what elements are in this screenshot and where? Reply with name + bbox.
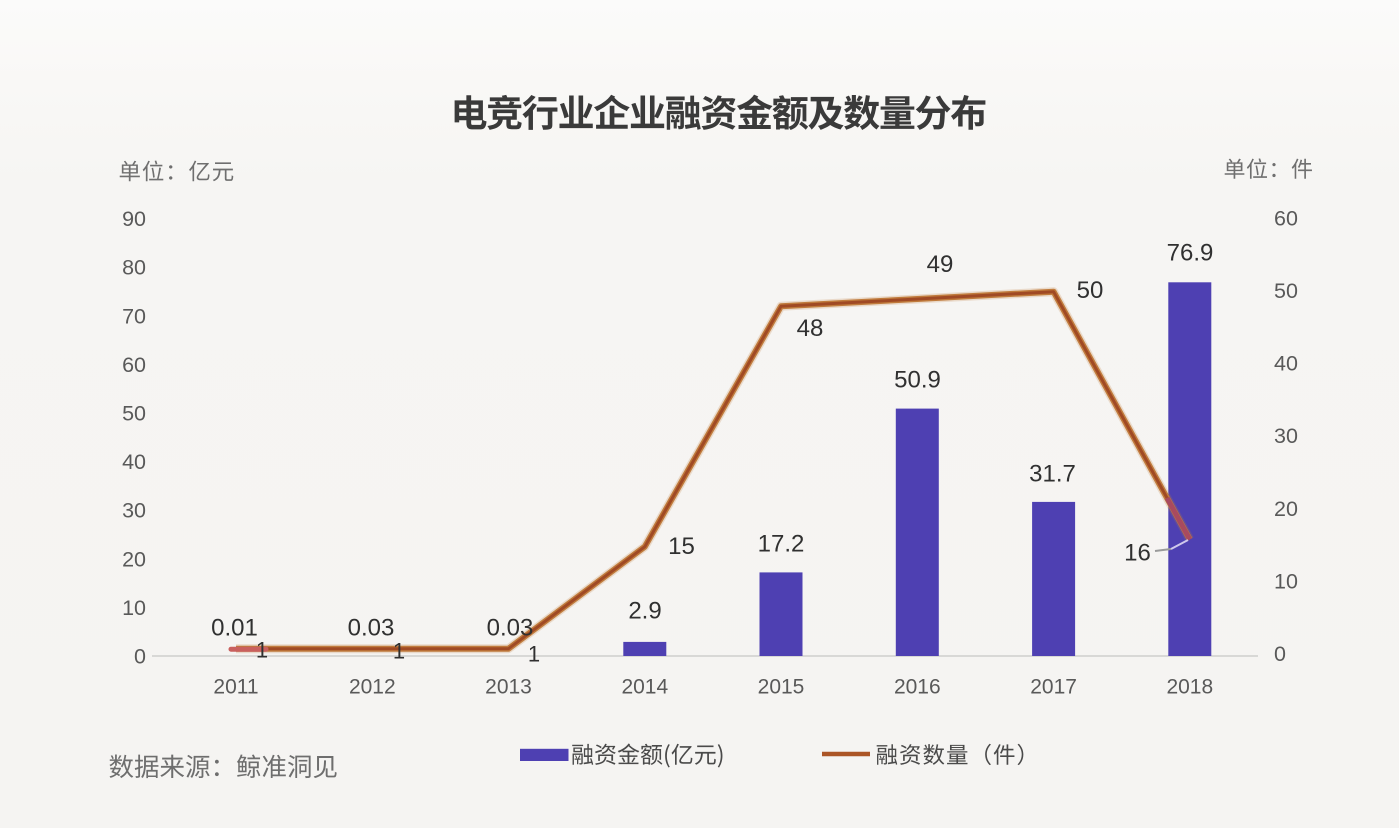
svg-text:80: 80 [122, 256, 146, 280]
svg-text:0: 0 [1274, 642, 1286, 666]
svg-text:40: 40 [122, 450, 146, 474]
svg-text:31.7: 31.7 [1029, 460, 1076, 487]
svg-text:0.03: 0.03 [348, 614, 395, 641]
svg-text:60: 60 [122, 353, 146, 377]
svg-text:50.9: 50.9 [894, 366, 941, 393]
svg-text:2.9: 2.9 [628, 597, 661, 624]
svg-text:15: 15 [668, 533, 695, 560]
svg-text:20: 20 [122, 547, 146, 571]
svg-text:2014: 2014 [621, 675, 668, 698]
svg-text:30: 30 [1274, 424, 1298, 448]
svg-text:50: 50 [1077, 277, 1104, 304]
svg-text:2018: 2018 [1166, 675, 1213, 698]
svg-text:0.01: 0.01 [211, 614, 258, 641]
svg-text:2015: 2015 [758, 675, 805, 698]
svg-text:60: 60 [1274, 206, 1298, 230]
svg-text:1: 1 [256, 638, 268, 663]
svg-text:50: 50 [122, 402, 146, 426]
svg-text:70: 70 [122, 304, 146, 328]
svg-text:2017: 2017 [1030, 675, 1077, 698]
svg-text:49: 49 [927, 251, 954, 278]
svg-text:16: 16 [1124, 539, 1151, 566]
svg-text:40: 40 [1274, 352, 1298, 376]
svg-text:76.9: 76.9 [1167, 239, 1214, 266]
svg-text:17.2: 17.2 [758, 530, 805, 557]
svg-text:30: 30 [122, 499, 146, 523]
svg-text:2012: 2012 [349, 675, 396, 698]
svg-text:20: 20 [1274, 497, 1298, 521]
svg-text:0: 0 [134, 645, 146, 669]
svg-text:10: 10 [1274, 569, 1298, 593]
svg-text:1: 1 [528, 642, 540, 667]
svg-text:2011: 2011 [213, 675, 258, 698]
svg-text:48: 48 [797, 315, 824, 342]
svg-text:10: 10 [122, 596, 146, 620]
svg-text:1: 1 [393, 639, 405, 664]
svg-text:2013: 2013 [485, 675, 532, 698]
svg-text:0.03: 0.03 [487, 614, 534, 641]
svg-text:2016: 2016 [894, 675, 941, 698]
svg-text:90: 90 [122, 207, 146, 231]
svg-text:50: 50 [1274, 279, 1298, 303]
